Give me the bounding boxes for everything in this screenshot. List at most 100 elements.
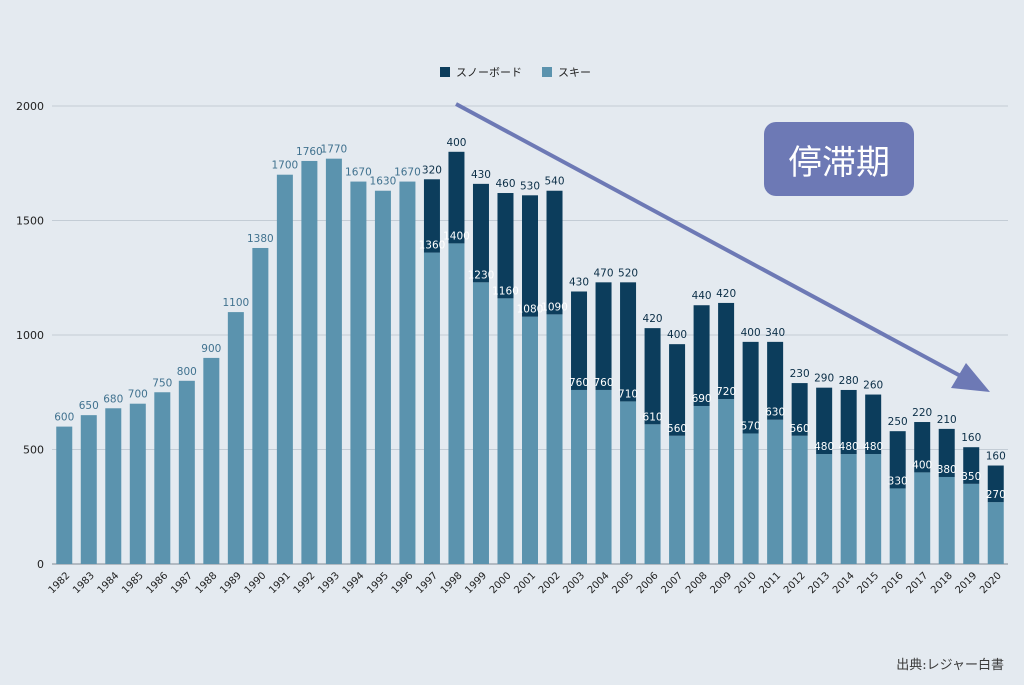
data-label-ski: 570 (741, 420, 761, 432)
data-label-snowboard: 400 (446, 137, 466, 149)
bar-ski (571, 389, 588, 564)
x-tick-label: 2008 (684, 570, 710, 596)
x-tick-label: 2014 (831, 570, 857, 596)
bar-ski (938, 476, 955, 564)
bar-ski (56, 426, 73, 564)
bar-snowboard (816, 387, 833, 455)
bar-snowboard (791, 383, 808, 436)
x-tick-label: 1997 (414, 570, 440, 596)
bar-ski (129, 403, 146, 564)
data-label-ski: 1160 (492, 285, 519, 297)
bar-ski (448, 243, 465, 564)
data-label-snowboard: 400 (741, 327, 761, 339)
x-tick-label: 1989 (218, 570, 244, 596)
x-tick-label: 1990 (243, 570, 269, 596)
bar-snowboard (546, 190, 563, 315)
x-tick-label: 1998 (439, 570, 465, 596)
y-axis-ticks: 0 500 1000 1500 2000 (16, 100, 44, 571)
data-label-ski: 600 (54, 412, 74, 424)
trend-arrow-line (455, 102, 969, 382)
x-tick-label: 2006 (635, 570, 661, 596)
trend-arrow-head (951, 363, 990, 392)
x-tick-label: 1995 (365, 570, 391, 596)
data-label-ski: 1760 (296, 146, 323, 158)
data-label-ski: 1770 (321, 144, 348, 156)
data-label-snowboard: 470 (594, 267, 614, 279)
data-label-snowboard: 400 (667, 329, 687, 341)
x-tick-label: 2016 (880, 570, 906, 596)
legend-label: スキー (558, 66, 591, 79)
bar-ski (987, 502, 1004, 564)
data-label-ski: 1670 (345, 167, 372, 179)
bar-ski (522, 316, 538, 564)
x-tick-label: 1985 (120, 570, 146, 596)
bar-snowboard (423, 179, 440, 253)
bar-snowboard (472, 183, 489, 283)
data-label-ski: 700 (128, 389, 148, 401)
x-tick-label: 1987 (169, 570, 195, 596)
bar-ski (423, 252, 440, 564)
x-tick-label: 2020 (978, 570, 1004, 596)
data-label-ski: 1230 (468, 269, 495, 281)
bar-ski (889, 488, 906, 564)
bar-ski (154, 392, 171, 564)
bar-ski (497, 298, 514, 564)
y-tick-label: 2000 (16, 100, 44, 113)
x-tick-label: 1999 (463, 570, 489, 596)
bar-ski (963, 483, 980, 564)
bar-snowboard (669, 344, 686, 436)
data-label-snowboard: 460 (495, 178, 515, 190)
data-label-ski: 650 (79, 400, 99, 412)
bar-snowboard (620, 282, 637, 402)
bar-snowboard (718, 302, 735, 400)
bar-ski (767, 419, 784, 564)
bar-ski (105, 408, 122, 564)
data-label-snowboard: 320 (422, 164, 442, 176)
bar-ski (227, 312, 244, 564)
bar-snowboard (938, 428, 955, 477)
bar-ski (301, 160, 318, 564)
data-label-snowboard: 250 (888, 416, 908, 428)
bars (56, 151, 1004, 565)
data-label-ski: 1700 (272, 160, 299, 172)
legend-label: スノーボード (456, 66, 522, 79)
bar-snowboard (644, 328, 661, 425)
bar-ski (791, 435, 808, 564)
bar-snowboard (742, 341, 759, 434)
data-label-ski: 800 (177, 366, 197, 378)
bar-ski (350, 181, 367, 564)
y-tick-label: 1500 (16, 215, 44, 228)
x-tick-label: 2009 (708, 570, 734, 596)
bar-snowboard (840, 389, 857, 455)
x-tick-label: 2000 (488, 570, 514, 596)
x-tick-label: 1988 (194, 570, 220, 596)
bar-ski (374, 190, 391, 565)
data-label-ski: 1090 (541, 301, 568, 313)
data-label-ski: 480 (863, 441, 883, 453)
x-tick-label: 1991 (267, 570, 293, 596)
x-tick-label: 2010 (733, 570, 759, 596)
x-axis-ticks: 1982198319841985198619871988198919901991… (47, 570, 1004, 596)
bar-ski (399, 181, 416, 564)
x-tick-label: 1986 (145, 570, 171, 596)
data-label-ski: 1400 (443, 230, 470, 242)
stagnation-callout: 停滞期 (764, 122, 914, 196)
data-label-snowboard: 210 (937, 414, 957, 426)
bar-snowboard (448, 151, 465, 244)
data-label-ski: 900 (201, 343, 221, 355)
data-label-ski: 680 (103, 393, 123, 405)
data-label-ski: 1380 (247, 233, 274, 245)
x-tick-label: 2019 (954, 570, 980, 596)
bar-snowboard (595, 282, 612, 390)
data-label-ski: 690 (692, 393, 712, 405)
x-tick-label: 2001 (512, 570, 538, 596)
x-tick-label: 2007 (659, 570, 685, 596)
data-label-ski: 400 (912, 459, 932, 471)
data-labels: 600 650 680 700 750 800 900 1100 1380 1700 1760177… (54, 137, 1006, 501)
data-label-snowboard: 220 (912, 407, 932, 419)
data-label-ski: 480 (839, 441, 859, 453)
y-tick-label: 0 (37, 558, 44, 571)
data-label-snowboard: 280 (839, 375, 859, 387)
bar-snowboard (987, 465, 1004, 503)
bar-ski (644, 424, 661, 564)
